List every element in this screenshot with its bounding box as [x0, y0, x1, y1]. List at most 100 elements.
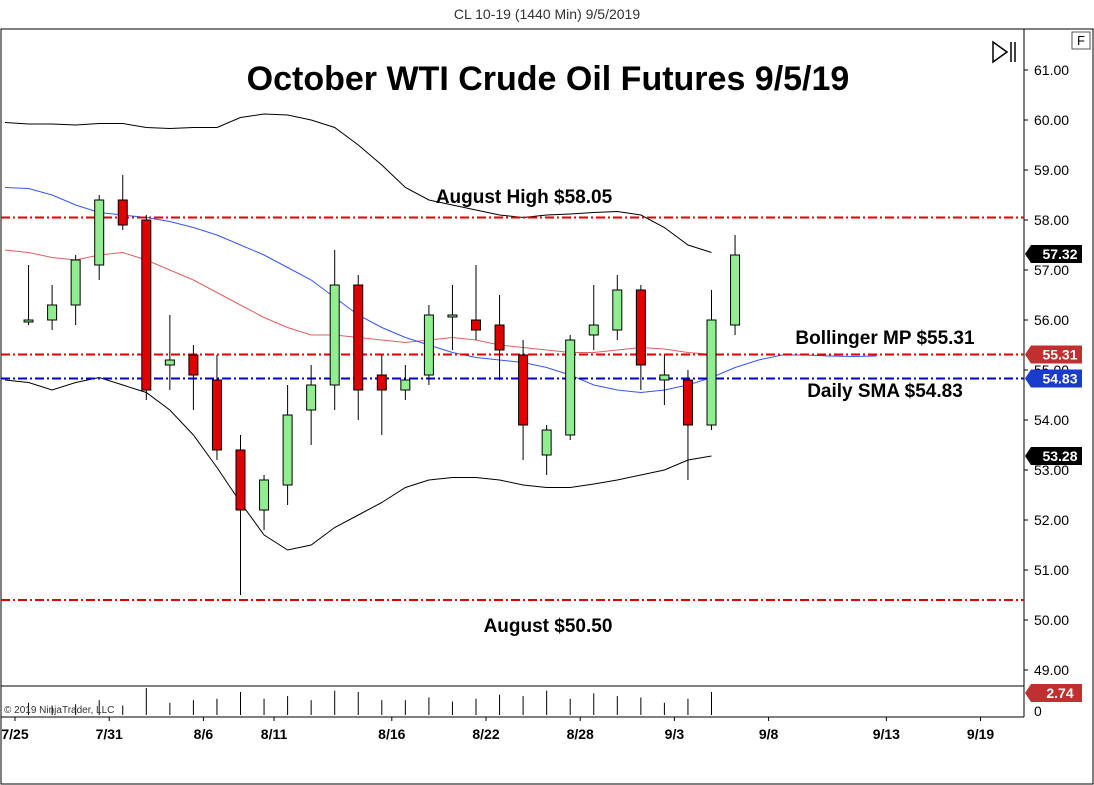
reference-line-label: August High $58.05: [436, 187, 613, 208]
candle-body: [682, 379, 693, 426]
candle-body: [541, 429, 552, 456]
candle: [141, 215, 152, 400]
candle-body: [23, 319, 34, 323]
candle: [23, 265, 34, 325]
candle-body: [706, 319, 717, 426]
volume-marker-bg: [1025, 684, 1082, 702]
candle: [282, 385, 293, 505]
candle: [235, 435, 246, 595]
candle-body: [211, 379, 222, 451]
annotations: October WTI Crude Oil Futures 9/5/19 Augu…: [4, 60, 975, 716]
candle: [588, 285, 599, 350]
candle-body: [447, 314, 458, 318]
chart-header: CL 10-19 (1440 Min) 9/5/2019: [453, 6, 641, 22]
x-tick-label: 9/8: [759, 726, 779, 742]
candle: [211, 355, 222, 460]
candle: [70, 255, 81, 325]
candle-body: [353, 284, 364, 391]
candle-body: [565, 339, 576, 436]
candle-body: [423, 314, 434, 376]
f-button-label: F: [1077, 33, 1085, 48]
volume-marker-text: 2.74: [1046, 685, 1073, 701]
candle-body: [400, 379, 411, 391]
outer-border: [0, 28, 1094, 785]
price-marker-text: 54.83: [1042, 371, 1077, 387]
candle: [423, 305, 434, 385]
price-marker: 53.28: [1025, 447, 1082, 465]
f-button-box: [1071, 31, 1091, 50]
candle-body: [70, 259, 81, 306]
candle-body: [117, 199, 128, 226]
scroll-to-end-icon[interactable]: [992, 40, 1016, 64]
candle-body: [47, 304, 58, 321]
y-tick-label: 59.00: [1034, 162, 1069, 178]
x-tick-label: 8/22: [472, 726, 499, 742]
price-marker-bg: [1025, 369, 1082, 388]
candles: [23, 175, 741, 595]
candle: [612, 275, 623, 340]
y-tick-label: 49.00: [1034, 662, 1069, 678]
axes: 49.0050.0051.0052.0053.0054.0055.0056.00…: [1, 62, 1082, 742]
y-tick-label: 50.00: [1034, 612, 1069, 628]
x-tick-label: 8/6: [194, 726, 214, 742]
reference-line-label: Daily SMA $54.83: [807, 381, 963, 402]
candle: [659, 355, 670, 405]
candle: [329, 250, 340, 410]
x-tick-label: 8/16: [378, 726, 405, 742]
x-tick-label: 9/19: [967, 726, 994, 742]
x-tick-label: 9/13: [873, 726, 900, 742]
candle: [518, 340, 529, 460]
y-tick-label: 52.00: [1034, 512, 1069, 528]
candle: [682, 370, 693, 480]
candle-body: [329, 284, 340, 386]
x-tick-label: 7/25: [1, 726, 28, 742]
candle: [400, 365, 411, 400]
y-tick-label: 60.00: [1034, 112, 1069, 128]
candle: [94, 195, 105, 280]
price-marker-bg: [1025, 345, 1082, 364]
candle: [164, 315, 175, 390]
lower-bollinger-band: [4, 376, 712, 551]
candle: [565, 335, 576, 440]
candle: [494, 295, 505, 380]
price-marker-text: 55.31: [1042, 347, 1077, 363]
y-tick-label: 53.00: [1034, 462, 1069, 478]
candle: [730, 235, 741, 335]
upper-bollinger-band: [4, 113, 712, 253]
candle: [376, 355, 387, 435]
candle-body: [659, 374, 670, 381]
volume-axis-label: 0: [1034, 703, 1042, 719]
bollinger-bands: [4, 113, 877, 551]
candle: [447, 285, 458, 350]
candle: [706, 290, 717, 430]
x-tick-label: 9/3: [665, 726, 685, 742]
candle: [541, 425, 552, 475]
candle: [471, 265, 481, 340]
y-tick-label: 57.00: [1034, 262, 1069, 278]
y-tick-label: 54.00: [1034, 412, 1069, 428]
reference-lines: [1, 216, 1024, 601]
candle-body: [494, 324, 505, 351]
price-marker-text: 53.28: [1042, 448, 1077, 464]
candle: [47, 285, 58, 330]
x-tick-label: 8/11: [261, 726, 288, 742]
candle-body: [235, 449, 246, 511]
candle-body: [588, 324, 599, 336]
candle: [117, 175, 128, 230]
candle-body: [376, 374, 387, 391]
chart-frame: [0, 28, 1094, 785]
chart-title: October WTI Crude Oil Futures 9/5/19: [247, 60, 850, 98]
reference-line-label: August $50.50: [484, 616, 613, 637]
y-tick-label: 51.00: [1034, 562, 1069, 578]
f-button[interactable]: F: [1071, 31, 1091, 50]
candle-body: [635, 289, 646, 366]
y-tick-label: 61.00: [1034, 62, 1069, 78]
volume-panel: [28, 688, 712, 715]
copyright-text: © 2019 NinjaTrader, LLC: [4, 705, 114, 716]
candle: [353, 275, 364, 420]
candle-body: [518, 354, 529, 426]
price-marker-bg: [1025, 245, 1082, 263]
price-marker: 55.31: [1025, 345, 1082, 364]
